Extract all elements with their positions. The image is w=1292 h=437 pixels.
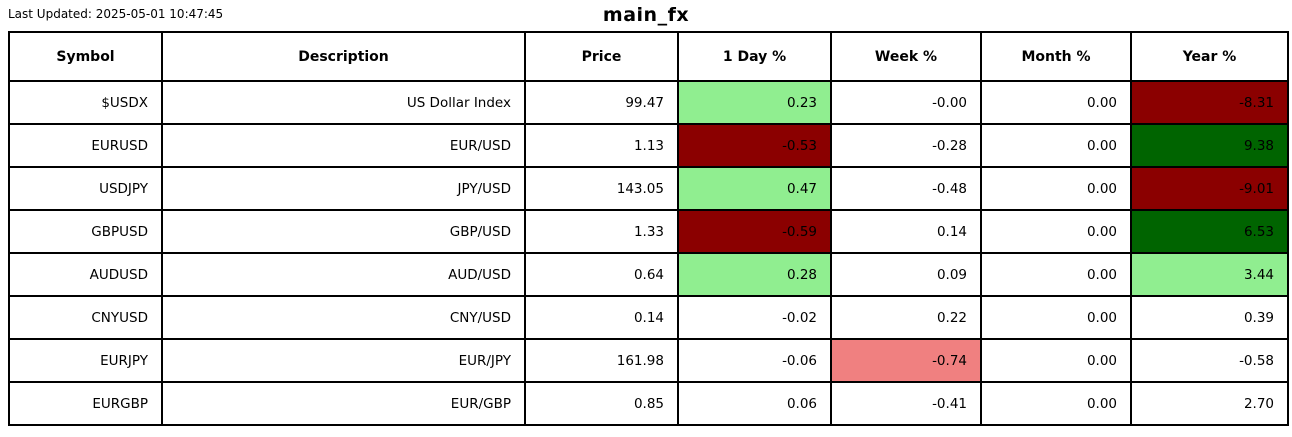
top-bar: Last Updated: 2025-05-01 10:47:45 main_f… — [8, 0, 1284, 31]
table-row: $USDX US Dollar Index 99.47 0.23 -0.00 0.00 -8… — [8, 80, 1289, 125]
column-header-description: Description — [161, 31, 526, 82]
day-pct-cell: 0.47 — [677, 166, 832, 211]
symbol-cell: $USDX — [8, 80, 163, 125]
price-cell: 1.13 — [524, 123, 679, 168]
description-cell: EUR/USD — [161, 123, 526, 168]
symbol-cell: EURJPY — [8, 338, 163, 383]
symbol-cell: GBPUSD — [8, 209, 163, 254]
table-row: EURUSD EUR/USD 1.13 -0.53 -0.28 0.00 9.38 — [8, 123, 1289, 168]
day-pct-cell: -0.02 — [677, 295, 832, 340]
symbol-cell: CNYUSD — [8, 295, 163, 340]
column-header-price: Price — [524, 31, 679, 82]
description-cell: JPY/USD — [161, 166, 526, 211]
day-pct-cell: -0.53 — [677, 123, 832, 168]
month-pct-cell: 0.00 — [980, 166, 1132, 211]
fx-table-body: $USDX US Dollar Index 99.47 0.23 -0.00 0.00 -8… — [8, 80, 1289, 426]
column-header-1day: 1 Day % — [677, 31, 832, 82]
description-cell: EUR/GBP — [161, 381, 526, 426]
year-pct-cell: 2.70 — [1130, 381, 1289, 426]
description-cell: EUR/JPY — [161, 338, 526, 383]
price-cell: 0.85 — [524, 381, 679, 426]
header-row: Symbol Description Price 1 Day % Week % … — [8, 31, 1289, 82]
month-pct-cell: 0.00 — [980, 381, 1132, 426]
fx-table: Symbol Description Price 1 Day % Week % … — [8, 31, 1289, 426]
week-pct-cell: -0.00 — [830, 80, 982, 125]
description-cell: CNY/USD — [161, 295, 526, 340]
column-header-year: Year % — [1130, 31, 1289, 82]
description-cell: US Dollar Index — [161, 80, 526, 125]
table-row: EURJPY EUR/JPY 161.98 -0.06 -0.74 0.00 -0.58 — [8, 338, 1289, 383]
year-pct-cell: 3.44 — [1130, 252, 1289, 297]
day-pct-cell: 0.23 — [677, 80, 832, 125]
month-pct-cell: 0.00 — [980, 123, 1132, 168]
fx-table-header: Symbol Description Price 1 Day % Week % … — [8, 31, 1289, 82]
year-pct-cell: 0.39 — [1130, 295, 1289, 340]
week-pct-cell: -0.48 — [830, 166, 982, 211]
column-header-month: Month % — [980, 31, 1132, 82]
day-pct-cell: 0.28 — [677, 252, 832, 297]
year-pct-cell: 9.38 — [1130, 123, 1289, 168]
price-cell: 143.05 — [524, 166, 679, 211]
month-pct-cell: 0.00 — [980, 338, 1132, 383]
year-pct-cell: -0.58 — [1130, 338, 1289, 383]
price-cell: 0.64 — [524, 252, 679, 297]
day-pct-cell: -0.06 — [677, 338, 832, 383]
price-cell: 0.14 — [524, 295, 679, 340]
symbol-cell: USDJPY — [8, 166, 163, 211]
description-cell: GBP/USD — [161, 209, 526, 254]
month-pct-cell: 0.00 — [980, 209, 1132, 254]
symbol-cell: EURGBP — [8, 381, 163, 426]
week-pct-cell: 0.14 — [830, 209, 982, 254]
price-cell: 161.98 — [524, 338, 679, 383]
column-header-week: Week % — [830, 31, 982, 82]
table-row: USDJPY JPY/USD 143.05 0.47 -0.48 0.00 -9.01 — [8, 166, 1289, 211]
year-pct-cell: 6.53 — [1130, 209, 1289, 254]
last-updated-text: Last Updated: 2025-05-01 10:47:45 — [8, 7, 224, 21]
year-pct-cell: -8.31 — [1130, 80, 1289, 125]
day-pct-cell: 0.06 — [677, 381, 832, 426]
month-pct-cell: 0.00 — [980, 252, 1132, 297]
table-row: EURGBP EUR/GBP 0.85 0.06 -0.41 0.00 2.70 — [8, 381, 1289, 426]
symbol-cell: AUDUSD — [8, 252, 163, 297]
table-row: CNYUSD CNY/USD 0.14 -0.02 0.22 0.00 0.39 — [8, 295, 1289, 340]
week-pct-cell: -0.28 — [830, 123, 982, 168]
month-pct-cell: 0.00 — [980, 295, 1132, 340]
week-pct-cell: -0.74 — [830, 338, 982, 383]
table-row: GBPUSD GBP/USD 1.33 -0.59 0.14 0.00 6.53 — [8, 209, 1289, 254]
table-row: AUDUSD AUD/USD 0.64 0.28 0.09 0.00 3.44 — [8, 252, 1289, 297]
week-pct-cell: -0.41 — [830, 381, 982, 426]
week-pct-cell: 0.09 — [830, 252, 982, 297]
price-cell: 99.47 — [524, 80, 679, 125]
week-pct-cell: 0.22 — [830, 295, 982, 340]
year-pct-cell: -9.01 — [1130, 166, 1289, 211]
price-cell: 1.33 — [524, 209, 679, 254]
day-pct-cell: -0.59 — [677, 209, 832, 254]
description-cell: AUD/USD — [161, 252, 526, 297]
symbol-cell: EURUSD — [8, 123, 163, 168]
page-title: main_fx — [602, 4, 690, 26]
column-header-symbol: Symbol — [8, 31, 163, 82]
month-pct-cell: 0.00 — [980, 80, 1132, 125]
